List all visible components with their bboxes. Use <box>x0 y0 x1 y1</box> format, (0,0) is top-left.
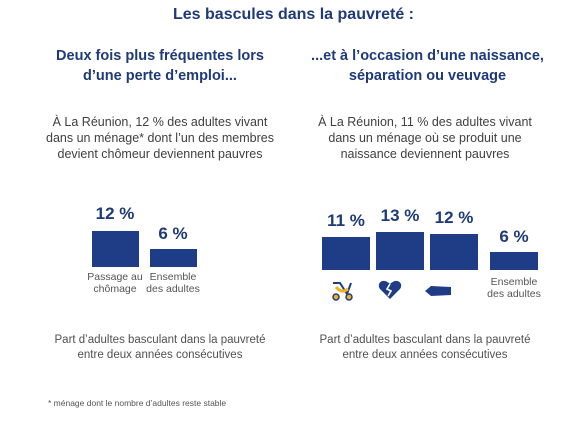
left-bar-value: 6 % <box>158 224 188 243</box>
right-bar-value: 11 % <box>327 211 365 230</box>
right-caption-line2: entre deux années consécutives <box>342 349 508 361</box>
right-desc-line1: À La Réunion, 11 % des adultes vivant <box>318 115 532 129</box>
left-bar-label-line2: des adultes <box>146 283 200 295</box>
broken-heart-icon <box>378 280 402 300</box>
left-bar-overall <box>150 249 197 267</box>
left-desc-line2: dans un ménage* dont l’un des membres <box>46 131 274 145</box>
left-bar-unemployment <box>92 231 139 267</box>
left-desc-line1: À La Réunion, 12 % des adultes vivant <box>52 115 268 129</box>
right-heading-line2: séparation ou veuvage <box>348 68 507 84</box>
right-bar-label-line2: des adultes <box>487 288 541 300</box>
left-heading-line2: d’une perte d’emploi... <box>83 68 237 84</box>
left-bar-label-line1: Passage au <box>87 271 143 283</box>
left-heading-line1: Deux fois plus fréquentes lors <box>56 48 264 64</box>
left-heading: Deux fois plus fréquentes lors d’une per… <box>40 46 280 86</box>
left-caption-line1: Part d’adultes basculant dans la pauvret… <box>54 334 266 346</box>
right-bar-value: 12 % <box>434 208 474 227</box>
stroller-icon <box>330 280 356 302</box>
left-caption: Part d’adultes basculant dans la pauvret… <box>20 333 300 363</box>
right-bar-separation <box>376 232 424 270</box>
right-bar-label: Ensemble des adultes <box>478 276 550 300</box>
right-caption-line1: Part d’adultes basculant dans la pauvret… <box>319 334 531 346</box>
right-heading: ...et à l’occasion d’une naissance, sépa… <box>295 46 560 86</box>
left-bar-label-line1: Ensemble <box>149 271 197 283</box>
left-bar-value: 12 % <box>95 204 135 223</box>
left-description: À La Réunion, 12 % des adultes vivant da… <box>20 114 300 162</box>
page-title: Les bascules dans la pauvreté : <box>173 6 414 23</box>
left-caption-line2: entre deux années consécutives <box>77 349 243 361</box>
right-caption: Part d’adultes basculant dans la pauvret… <box>285 333 565 363</box>
left-bar-label-line2: chômage <box>93 283 137 295</box>
coffin-icon <box>424 285 452 297</box>
right-bar-value: 6 % <box>499 227 529 246</box>
left-desc-line3: devient chômeur deviennent pauvres <box>57 147 263 161</box>
right-description: À La Réunion, 11 % des adultes vivant da… <box>285 114 565 162</box>
right-desc-line2: dans un ménage où se produit une <box>328 131 522 145</box>
left-bar-label: Passage au chômage <box>80 271 150 295</box>
right-bar-label-line1: Ensemble <box>490 276 538 288</box>
right-desc-line3: naissance deviennent pauvres <box>340 147 510 161</box>
right-bar-birth <box>322 237 370 270</box>
right-bar-overall <box>490 252 538 270</box>
footnote: * ménage dont le nombre d’adultes reste … <box>48 398 227 408</box>
right-bar-widowhood <box>430 234 478 270</box>
right-heading-line1: ...et à l’occasion d’une naissance, <box>311 48 544 64</box>
left-bar-label: Ensemble des adultes <box>138 271 208 295</box>
right-bar-value: 13 % <box>380 206 420 225</box>
